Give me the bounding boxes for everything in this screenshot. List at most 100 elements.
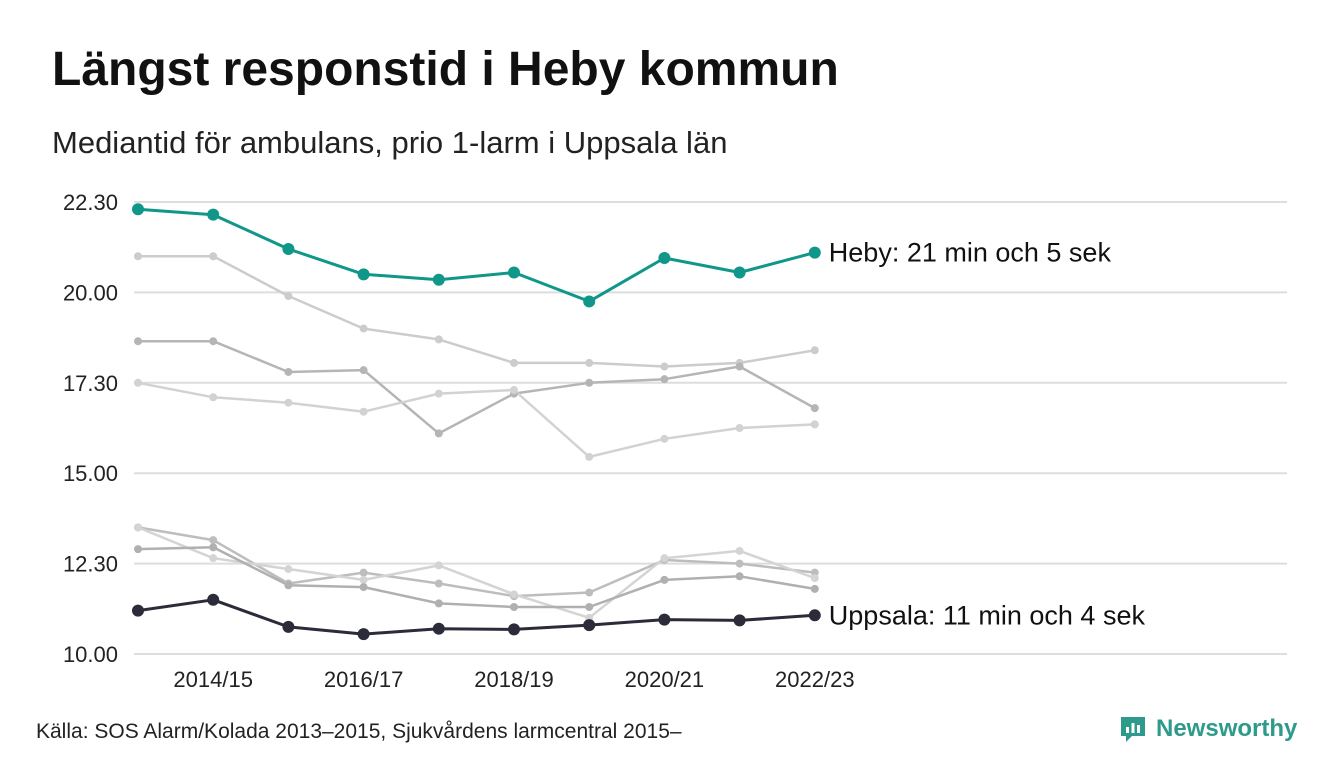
data-point-g2 <box>209 337 218 346</box>
y-tick-label: 10.00 <box>63 642 118 667</box>
data-point-g5 <box>434 561 443 570</box>
data-point-g1 <box>284 292 293 301</box>
x-axis-ticks: 2014/15 2016/17 2018/19 2020/21 2022/23 <box>173 667 854 692</box>
data-point-uppsala <box>282 620 295 633</box>
data-point-g4 <box>434 579 443 588</box>
data-point-uppsala <box>432 622 445 635</box>
data-point-g4 <box>735 559 744 568</box>
data-point-g5 <box>735 546 744 555</box>
data-point-heby <box>733 266 746 279</box>
data-point-heby <box>207 208 220 221</box>
data-point-g3 <box>359 407 368 416</box>
data-point-g5 <box>660 554 669 563</box>
data-point-g3 <box>134 378 142 387</box>
data-point-g6 <box>209 543 218 552</box>
data-point-g2 <box>810 404 819 413</box>
series-line-g3 <box>137 381 815 459</box>
data-point-uppsala <box>733 614 746 627</box>
data-point-g1 <box>660 362 669 371</box>
data-point-heby <box>808 246 821 259</box>
data-point-g2 <box>660 375 669 384</box>
end-labels: Heby: 21 min och 5 sek Uppsala: 11 min oc… <box>829 238 1146 631</box>
x-tick-label: 2020/21 <box>625 667 705 692</box>
data-point-g4 <box>359 568 368 577</box>
data-point-g1 <box>510 358 518 367</box>
data-point-uppsala <box>808 609 821 622</box>
data-point-g2 <box>284 367 293 376</box>
data-point-g2 <box>359 366 368 375</box>
data-point-g3 <box>660 434 669 443</box>
data-point-uppsala <box>508 623 520 636</box>
data-point-g5 <box>810 574 819 583</box>
series-line-g6 <box>137 546 816 609</box>
data-point-g6 <box>284 581 293 590</box>
data-point-uppsala <box>357 628 370 641</box>
series-line-g4 <box>137 526 815 598</box>
data-point-g2 <box>134 337 142 346</box>
data-point-heby <box>508 266 520 279</box>
source-note: Källa: SOS Alarm/Kolada 2013–2015, Sjukv… <box>36 720 682 743</box>
series-line-g1 <box>138 254 816 368</box>
data-point-heby <box>583 295 596 308</box>
series-line-g5 <box>137 526 816 620</box>
data-point-g2 <box>735 362 744 371</box>
data-point-heby <box>132 203 144 216</box>
data-point-g6 <box>434 599 443 608</box>
data-point-g1 <box>134 252 142 261</box>
y-tick-label: 22.30 <box>63 190 118 215</box>
series-line-g2 <box>138 339 816 435</box>
data-point-g3 <box>284 398 293 407</box>
series-points <box>132 203 821 641</box>
data-point-g1 <box>585 358 594 367</box>
end-label-heby: Heby: 21 min och 5 sek <box>829 238 1112 268</box>
data-point-g3 <box>585 452 594 461</box>
data-point-g1 <box>209 252 218 261</box>
data-point-uppsala <box>583 619 596 632</box>
data-point-uppsala <box>658 613 671 626</box>
end-label-uppsala: Uppsala: 11 min och 4 sek <box>829 600 1146 630</box>
series-line-heby <box>137 207 816 303</box>
data-point-uppsala <box>207 593 220 606</box>
x-tick-label: 2018/19 <box>474 667 554 692</box>
x-tick-label: 2022/23 <box>775 667 855 692</box>
data-point-g6 <box>660 575 669 584</box>
chart-title: Längst responstid i Heby kommun <box>52 43 839 96</box>
data-point-uppsala <box>132 604 144 617</box>
x-tick-label: 2016/17 <box>324 667 404 692</box>
chart-subtitle: Mediantid för ambulans, prio 1-larm i Up… <box>52 125 728 160</box>
data-point-heby <box>658 252 671 265</box>
data-point-g1 <box>359 324 368 333</box>
data-point-heby <box>432 273 445 286</box>
data-point-g5 <box>284 565 293 574</box>
newsworthy-logo-icon <box>1121 717 1145 742</box>
data-point-g5 <box>510 590 518 599</box>
data-point-g5 <box>134 523 142 532</box>
data-point-g3 <box>510 386 518 395</box>
newsworthy-logo: Newsworthy <box>1118 714 1297 744</box>
data-point-g3 <box>209 393 218 402</box>
y-tick-label: 12.30 <box>63 552 118 577</box>
data-point-g5 <box>359 575 368 584</box>
y-tick-label: 17.30 <box>63 371 118 396</box>
data-point-heby <box>357 268 370 281</box>
data-point-g6 <box>585 602 594 611</box>
data-point-g6 <box>359 583 368 592</box>
gridlines <box>134 201 1287 655</box>
x-tick-label: 2014/15 <box>173 667 253 692</box>
y-axis-ticks: 22.30 20.00 17.30 15.00 12.30 10.00 <box>63 190 118 667</box>
data-point-g2 <box>434 429 443 438</box>
data-point-g4 <box>209 536 218 545</box>
data-point-g4 <box>585 588 594 597</box>
data-point-g3 <box>810 420 819 429</box>
y-tick-label: 15.00 <box>63 461 118 486</box>
data-point-g6 <box>134 545 142 554</box>
y-tick-label: 20.00 <box>63 280 118 305</box>
data-point-g1 <box>434 335 443 344</box>
data-point-g1 <box>810 346 819 355</box>
data-point-g3 <box>735 424 744 432</box>
data-point-g6 <box>735 572 744 581</box>
series-lines <box>137 207 816 636</box>
series-line-uppsala <box>137 598 815 636</box>
data-point-g6 <box>510 602 518 611</box>
